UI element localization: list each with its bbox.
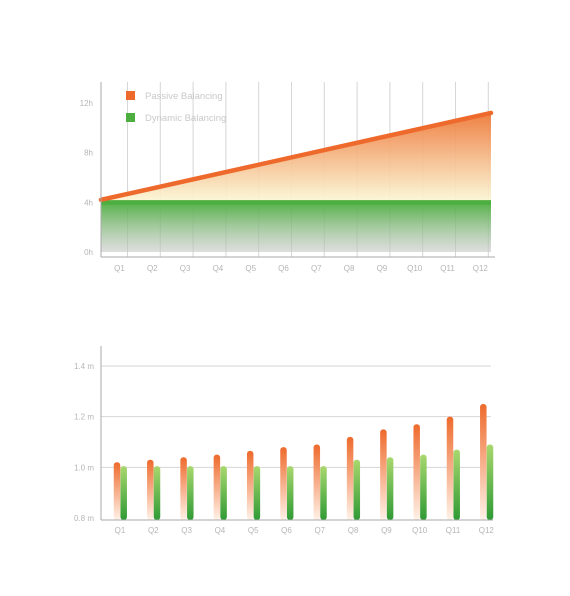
bar-green-q5 — [253, 466, 261, 520]
bar-orange-q10 — [413, 424, 420, 520]
x-tick-q9: Q9 — [381, 526, 392, 535]
area-dynamic-balancing — [101, 202, 491, 252]
x-tick-q12: Q12 — [479, 526, 495, 535]
bar-green-q3 — [187, 466, 194, 520]
x-tick-q9: Q9 — [377, 264, 388, 273]
x-tick-q11: Q11 — [446, 526, 461, 535]
axes — [100, 82, 495, 258]
bar-chart: 0.8 m1.0 m1.2 m1.4 m Q1 Q2 Q3 Q4 Q5 Q6 Q7 Q8 Q9 Q… — [74, 346, 494, 535]
x-tick-q4: Q4 — [215, 526, 226, 535]
x-tick-q3: Q3 — [181, 526, 192, 535]
bar-green-q8 — [353, 459, 361, 520]
axes — [100, 346, 493, 521]
bar-green-q10 — [420, 454, 427, 520]
x-tick-q4: Q4 — [213, 264, 224, 273]
bar-orange-q7 — [313, 444, 321, 520]
y-tick-0h: 0h — [84, 248, 93, 257]
bar-orange-q2 — [147, 459, 154, 520]
bar-green-q11 — [453, 449, 460, 520]
x-tick-labels: Q1 Q2 Q3 Q4 Q5 Q6 Q7 Q8 Q9 Q10 Q11 Q12 — [115, 526, 495, 535]
bar-green-q12 — [486, 444, 494, 520]
bar-orange-q12 — [480, 404, 487, 520]
area-chart: 0h 4h 8h 12h Q1 Q2 Q3 Q4 Q5 Q6 Q7 Q8 Q9 Q10 Q11 Q12 Pa… — [80, 82, 495, 273]
y-tick-labels: 0.8 m 1.0 m 1.2 m 1.4 m — [74, 362, 94, 523]
x-tick-q10: Q10 — [407, 264, 423, 273]
y-tick-0-8: 0.8 m — [74, 514, 94, 523]
bar-orange-q4 — [213, 454, 221, 520]
legend-label-passive: Passive Balancing — [145, 91, 223, 102]
legend-swatch-dynamic — [126, 113, 135, 122]
bar-orange-q8 — [346, 436, 354, 520]
x-tick-q3: Q3 — [180, 264, 191, 273]
bar-orange-q3 — [180, 457, 187, 520]
legend-swatch-passive — [126, 91, 135, 100]
bar-green-q1 — [120, 466, 127, 520]
x-tick-q6: Q6 — [278, 264, 289, 273]
x-tick-labels: Q1 Q2 Q3 Q4 Q5 Q6 Q7 Q8 Q9 Q10 Q11 Q12 — [114, 264, 488, 273]
bar-orange-q5 — [246, 450, 254, 520]
x-tick-q7: Q7 — [311, 264, 322, 273]
y-tick-1-4: 1.4 m — [74, 362, 94, 371]
x-tick-q11: Q11 — [440, 264, 455, 273]
y-tick-12h: 12h — [80, 99, 93, 108]
x-tick-q7: Q7 — [314, 526, 325, 535]
bar-orange-q1 — [113, 462, 121, 520]
bar-green-q2 — [153, 466, 161, 520]
x-tick-q2: Q2 — [148, 526, 159, 535]
x-tick-q1: Q1 — [114, 264, 125, 273]
bar-orange-q9 — [380, 429, 387, 520]
bar-orange-q6 — [280, 447, 287, 520]
line-passive-balancing — [98, 110, 494, 203]
legend-label-dynamic: Dynamic Balancing — [145, 113, 226, 124]
x-tick-q5: Q5 — [245, 264, 256, 273]
x-tick-q8: Q8 — [344, 264, 355, 273]
bar-green-q9 — [386, 457, 394, 520]
bars — [113, 404, 494, 520]
x-tick-q8: Q8 — [348, 526, 359, 535]
x-tick-q10: Q10 — [412, 526, 428, 535]
legend: Passive Balancing Dynamic Balancing — [126, 91, 226, 124]
bar-green-q7 — [320, 466, 327, 520]
y-tick-4h: 4h — [84, 198, 93, 207]
x-tick-q12: Q12 — [473, 264, 489, 273]
area-fills — [101, 112, 491, 252]
x-tick-q6: Q6 — [281, 526, 292, 535]
x-tick-q5: Q5 — [248, 526, 259, 535]
horizontal-gridlines — [101, 365, 491, 468]
x-tick-q1: Q1 — [115, 526, 126, 535]
bar-green-q4 — [220, 466, 227, 520]
y-tick-1-2: 1.2 m — [74, 413, 94, 422]
series-lines — [98, 110, 494, 205]
bar-green-q6 — [286, 466, 294, 520]
y-tick-1: 1.0 m — [74, 463, 94, 472]
bar-orange-q11 — [446, 416, 454, 520]
y-tick-labels: 0h 4h 8h 12h — [80, 99, 93, 257]
y-tick-8h: 8h — [84, 149, 93, 158]
x-tick-q2: Q2 — [147, 264, 158, 273]
